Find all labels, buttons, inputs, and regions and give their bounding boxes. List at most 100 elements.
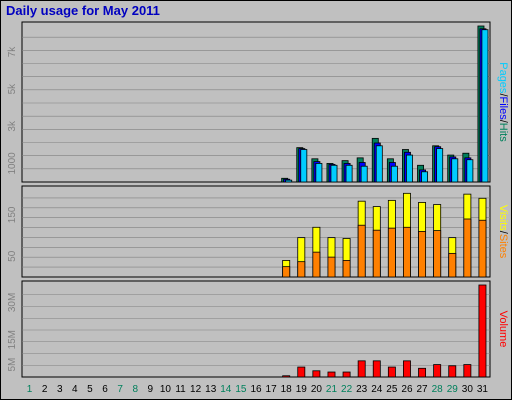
bar-volume-day-28 [433,364,442,378]
day-label-9: 9 [148,384,154,395]
day-label-17: 17 [266,384,278,395]
bar-sites-day-29 [448,252,457,278]
bar-sites-day-27 [418,231,427,278]
bar-pages-day-20 [315,163,323,183]
day-label-14: 14 [220,384,232,395]
y-tick-label: 30M [7,293,18,312]
day-label-16: 16 [250,384,262,395]
day-label-20: 20 [311,384,323,395]
y-tick-label: 150 [7,206,18,223]
bar-sites-day-20 [312,251,321,278]
day-label-11: 11 [175,384,186,395]
bar-pages-day-19 [300,149,308,183]
bar-volume-day-19 [297,366,306,378]
bar-volume-day-23 [357,360,366,378]
bar-volume-day-26 [403,360,411,378]
label-part: Visits [497,205,509,232]
bar-volume-day-31 [478,284,487,378]
day-label-12: 12 [190,384,202,395]
day-label-2: 2 [42,384,48,395]
day-label-31: 31 [477,384,489,395]
y-tick-label: 7k [7,46,18,58]
panel-visits-sites-label: Visits/Sites [497,205,509,259]
panel-visits-sites: 50 150 Visits/Sites [7,185,509,278]
day-label-4: 4 [72,384,78,395]
bar-volume-day-21 [327,371,336,378]
bar-pages-day-31 [481,29,489,183]
day-label-23: 23 [356,384,368,395]
bar-pages-day-21 [330,164,338,183]
bar-volume-day-20 [312,370,321,378]
bar-sites-day-25 [387,227,396,278]
day-label-25: 25 [386,384,398,395]
bar-pages-day-18 [285,179,293,183]
day-label-3: 3 [57,384,63,395]
y-tick-label: 15M [7,330,18,349]
day-label-8: 8 [132,384,138,395]
label-part: Files [497,97,509,121]
bar-volume-day-27 [418,367,427,378]
bar-sites-day-31 [478,219,487,278]
bar-volume-day-18 [282,375,291,378]
bar-sites-day-26 [403,226,411,278]
day-label-29: 29 [447,384,459,395]
bar-sites-day-24 [372,229,381,278]
panel-volume-box [21,280,491,378]
day-label-5: 5 [87,384,93,395]
panel-visits-sites-box [21,185,491,278]
bar-pages-day-23 [360,165,368,183]
bar-volume-day-24 [372,360,381,378]
day-label-26: 26 [401,384,413,395]
bar-sites-day-23 [357,224,366,278]
panel-volume-label: Volume [497,311,509,348]
bar-sites-day-28 [433,230,442,278]
day-label-19: 19 [296,384,308,395]
day-labels: 1 2 3 4 5 6 7 8 9 10 11 12 13 14 15 16 17 18 19 20 21 22 23 24 2… [27,384,489,395]
bar-volume-day-29 [448,365,457,378]
label-part: Sites [497,234,509,259]
y-tick-label: 1000 [7,152,18,175]
bar-pages-day-27 [421,171,429,183]
panel-hits-files-pages: 1000 3k 5k 7k Pages/Files/Hits [7,21,509,183]
bar-pages-day-25 [390,165,398,183]
bar-sites-day-22 [342,260,351,278]
label-part: Volume [497,311,509,348]
bar-sites-day-18 [282,266,291,278]
day-label-15: 15 [235,384,247,395]
bar-volume-day-22 [342,371,351,378]
day-label-24: 24 [371,384,383,395]
bar-sites-day-21 [327,256,336,278]
y-tick-label: 50 [7,250,18,262]
panel-volume: 5M 15M 30M Volume [7,280,509,378]
bar-pages-day-29 [451,158,459,183]
day-label-22: 22 [341,384,353,395]
y-tick-label: 3k [7,120,18,132]
day-label-21: 21 [326,384,338,395]
day-label-27: 27 [417,384,429,395]
bar-volume-day-30 [463,364,472,378]
bar-pages-day-30 [466,159,474,183]
bar-sites-day-19 [297,261,306,278]
day-label-7: 7 [117,384,123,395]
bar-pages-day-26 [406,154,413,183]
panel-hits-files-pages-label: Pages/Files/Hits [497,62,509,142]
label-part: / [497,120,509,124]
day-label-18: 18 [281,384,293,395]
panel-hits-files-pages-box [21,21,491,183]
day-label-13: 13 [205,384,217,395]
day-label-28: 28 [432,384,444,395]
label-part: Hits [497,123,509,142]
y-tick-label: 5M [7,358,18,372]
chart-title: Daily usage for May 2011 [6,3,160,18]
y-tick-label: 5k [7,83,18,95]
label-part: / [497,93,509,97]
bar-pages-day-22 [345,164,353,183]
day-label-10: 10 [160,384,172,395]
bar-sites-day-30 [463,218,472,278]
bar-volume-day-25 [387,366,396,378]
bar-pages-day-28 [436,148,444,183]
day-label-6: 6 [102,384,108,395]
day-label-30: 30 [462,384,474,395]
